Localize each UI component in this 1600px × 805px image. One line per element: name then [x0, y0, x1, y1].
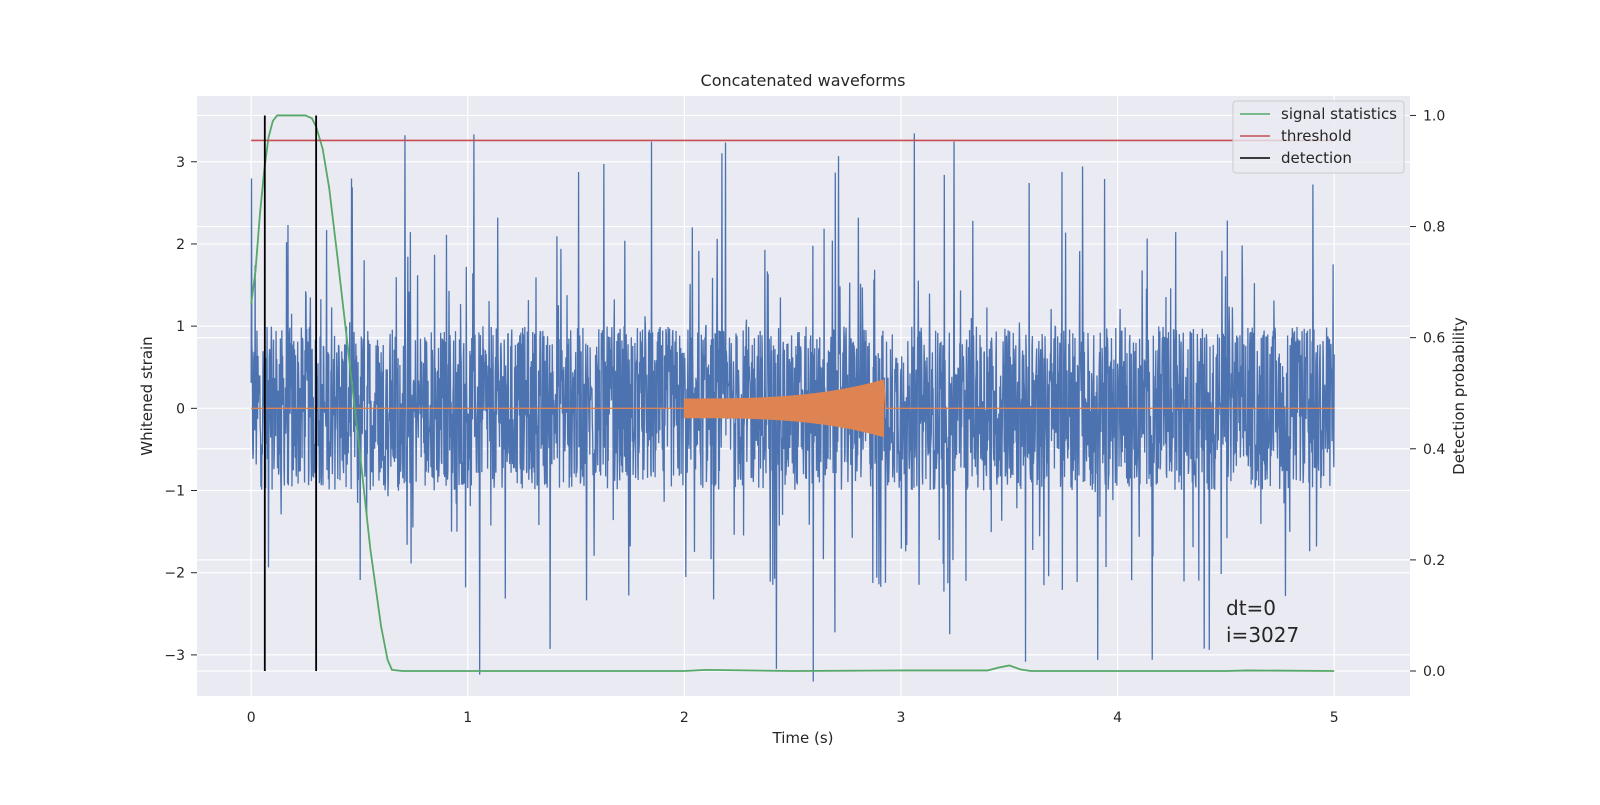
x-tick-label: 0 — [247, 710, 256, 726]
y-tick-label-right: 0.0 — [1423, 664, 1445, 680]
y-axis-left-label: Whitened strain — [138, 336, 156, 455]
x-tick-label: 2 — [680, 710, 689, 726]
x-tick-label: 1 — [463, 710, 472, 726]
legend-label-signal-statistics: signal statistics — [1281, 105, 1397, 123]
x-tick-label: 4 — [1113, 710, 1122, 726]
y-tick-label-left: 2 — [176, 237, 185, 253]
legend: signal statistics threshold detection — [1232, 100, 1405, 174]
injected-signal-line — [251, 379, 1335, 438]
y-tick-label-right: 1.0 — [1423, 108, 1445, 124]
y-tick-label-left: −3 — [164, 648, 185, 664]
signal-statistics-line — [250, 114, 1335, 672]
legend-label-threshold: threshold — [1281, 127, 1352, 145]
y-tick-label-right: 0.2 — [1423, 553, 1445, 569]
y-tick-label-right: 0.8 — [1423, 220, 1445, 236]
noise-series — [250, 133, 1335, 682]
annotation-index: i=3027 — [1226, 623, 1299, 647]
injected-signal-series — [251, 379, 1335, 438]
y-tick-label-left: 0 — [176, 401, 185, 417]
x-axis-ticks: 0 1 2 3 4 5 — [247, 710, 1339, 726]
y-tick-label-right: 0.6 — [1423, 331, 1445, 347]
x-axis-label: Time (s) — [772, 729, 834, 747]
y-tick-label-left: 3 — [176, 155, 185, 171]
y-axis-right-label: Detection probability — [1450, 317, 1468, 475]
signal-statistics-series — [250, 114, 1335, 672]
y-tick-label-left: −1 — [164, 484, 185, 500]
y-tick-label-left: −2 — [164, 566, 185, 582]
noise-line — [250, 133, 1335, 682]
x-tick-label: 5 — [1330, 710, 1339, 726]
y-tick-label-left: 1 — [176, 319, 185, 335]
x-tick-label: 3 — [897, 710, 906, 726]
legend-box — [1232, 100, 1405, 174]
chart-title: Concatenated waveforms — [701, 71, 906, 90]
legend-label-detection: detection — [1281, 149, 1352, 167]
y-axis-right-ticks: 0.0 0.2 0.4 0.6 0.8 1.0 — [1410, 108, 1445, 680]
y-tick-label-right: 0.4 — [1423, 442, 1445, 458]
detection-series — [263, 115, 318, 671]
annotation-dt: dt=0 — [1226, 596, 1276, 620]
y-axis-left-ticks: −3 −2 −1 0 1 2 3 — [164, 155, 197, 664]
